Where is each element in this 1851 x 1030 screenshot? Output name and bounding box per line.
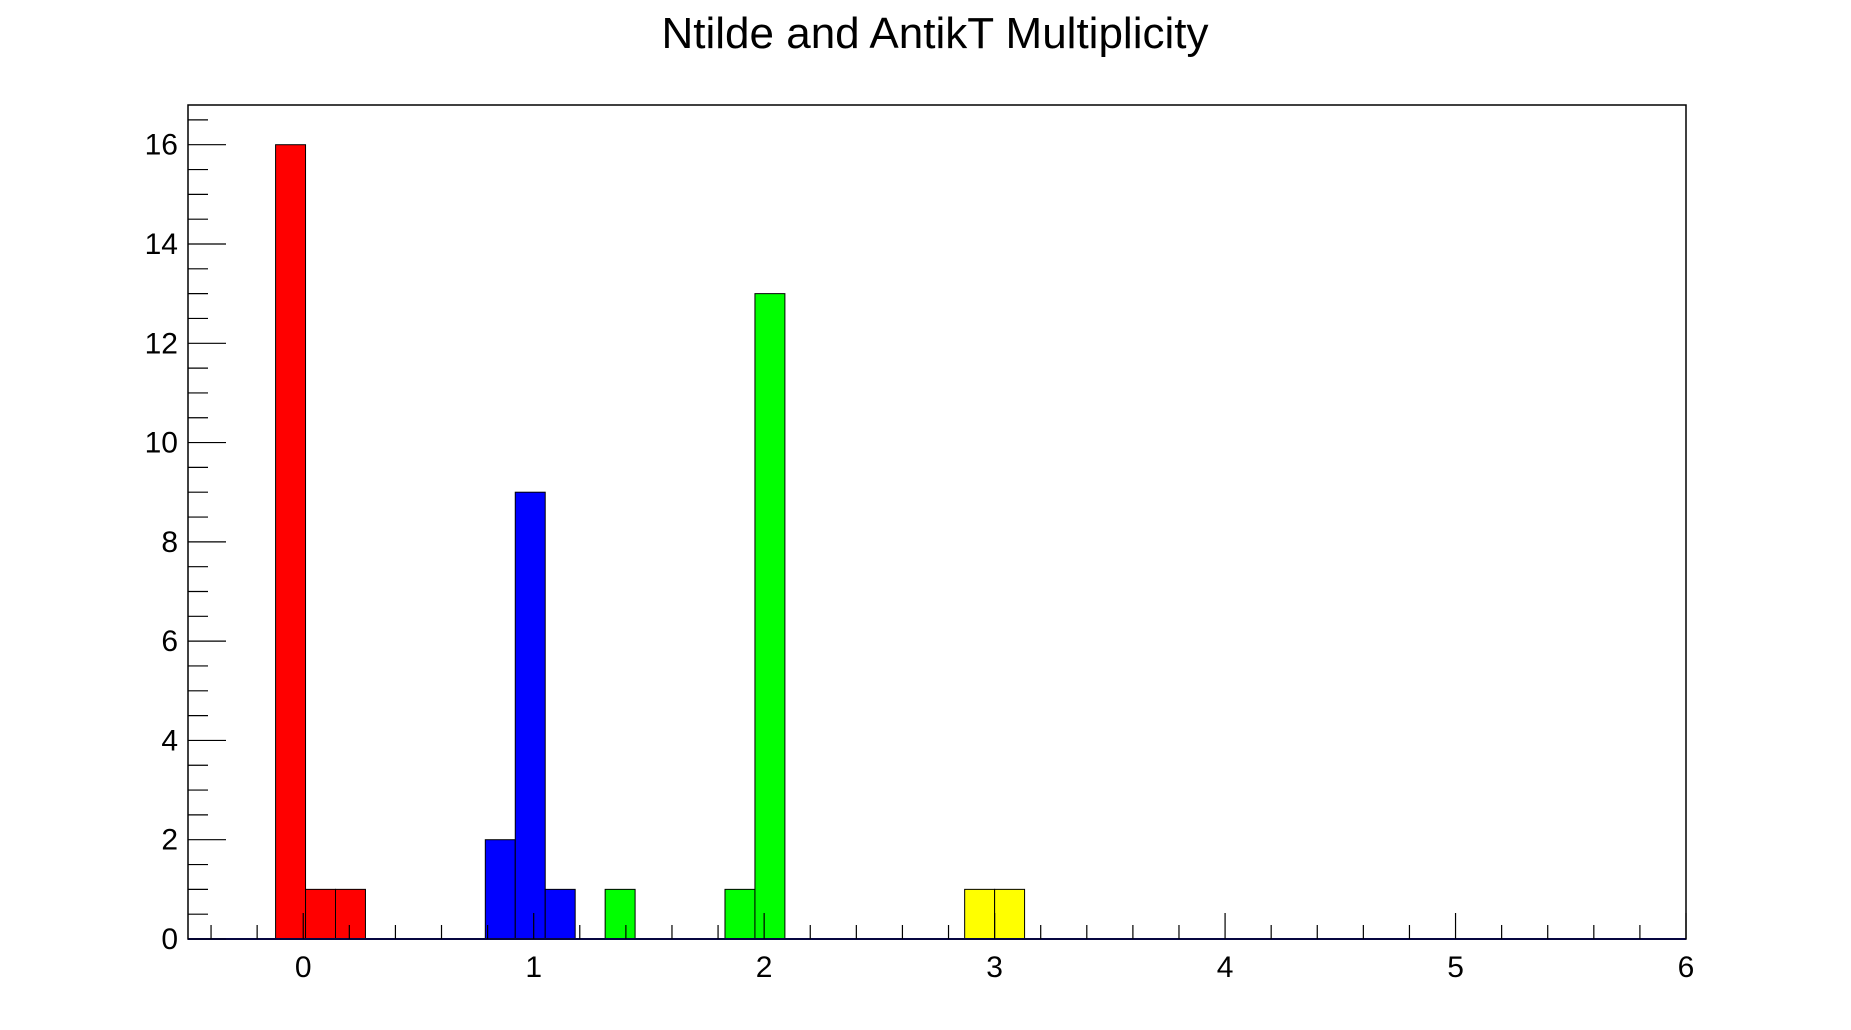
histogram-bar-s2-b2 (754, 293, 786, 940)
histogram-bar-s3-b0 (964, 888, 996, 940)
histogram-bar-s0-b0 (275, 144, 307, 940)
histogram-bar-s0-b2 (335, 888, 366, 940)
x-tick-label: 6 (1678, 951, 1695, 984)
y-tick-label: 0 (161, 923, 178, 956)
y-tick-label: 8 (161, 526, 178, 559)
histogram-bar-s2-b1 (724, 888, 756, 940)
histogram-bar-s1-b0 (484, 839, 516, 940)
y-tick-label: 6 (161, 625, 178, 658)
x-tick-label: 2 (756, 951, 773, 984)
y-tick-label: 4 (161, 724, 178, 757)
histogram-bar-s1-b2 (544, 888, 576, 940)
histogram-bar-s1-b1 (514, 491, 546, 940)
y-tick-label: 2 (161, 824, 178, 857)
bars-layer (275, 144, 1026, 940)
histogram-bar-s2-b0 (604, 888, 636, 940)
x-tick-label: 1 (525, 951, 542, 984)
x-tick-label: 0 (295, 951, 312, 984)
y-tick-label: 12 (145, 327, 178, 360)
x-tick-label: 3 (986, 951, 1003, 984)
y-tick-label: 16 (145, 129, 178, 162)
plot-frame (187, 104, 1687, 940)
histogram-bar-s0-b1 (305, 888, 337, 940)
y-tick-label: 10 (145, 427, 178, 460)
x-tick-label: 4 (1217, 951, 1234, 984)
y-tick-label: 14 (145, 228, 178, 261)
histogram-bar-s3-b1 (994, 888, 1026, 940)
chart-title: Ntilde and AntikT Multiplicity (662, 9, 1209, 58)
x-tick-label: 5 (1447, 951, 1464, 984)
